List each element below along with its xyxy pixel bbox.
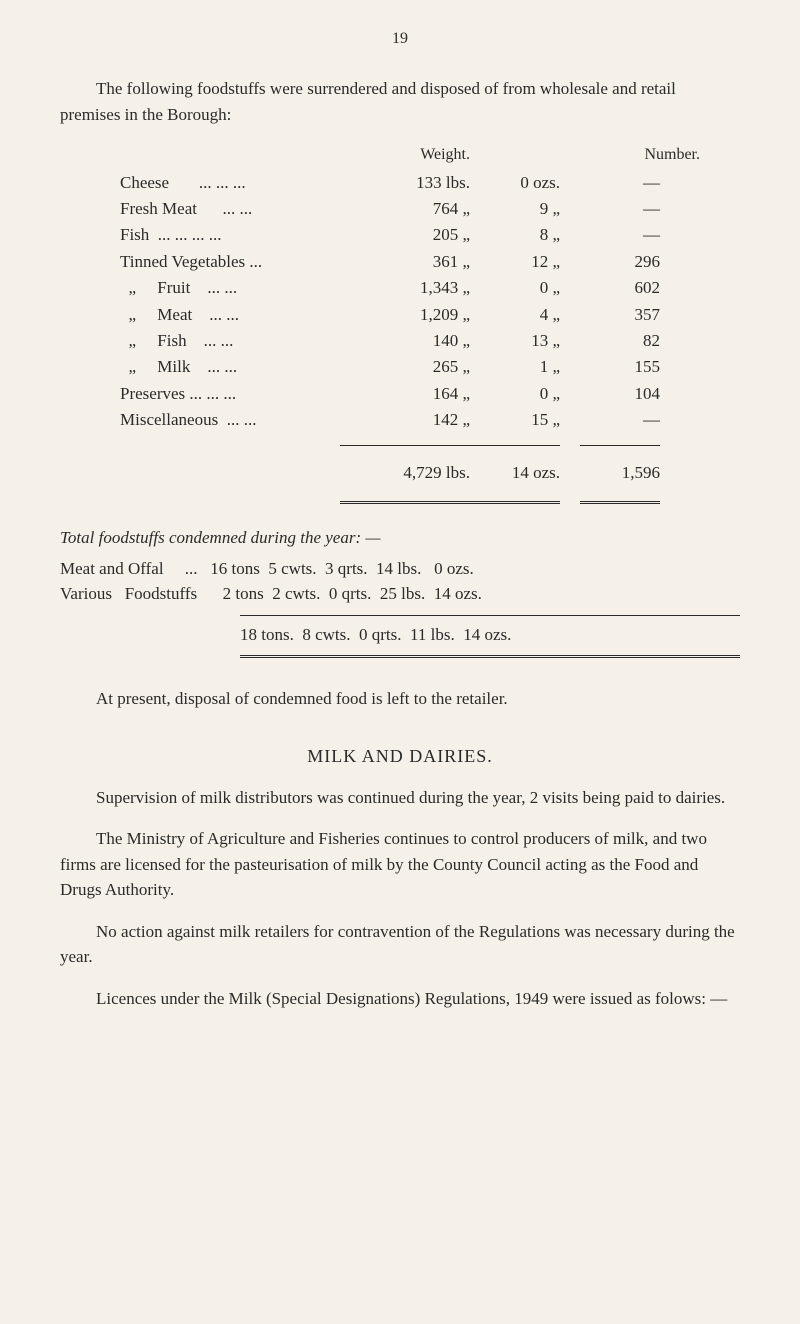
milk-para: The Ministry of Agriculture and Fisherie… [60, 826, 740, 903]
row-ozs: 9 „ [470, 196, 560, 222]
row-number: — [560, 407, 660, 433]
condemned-row: Meat and Offal ... 16 tons 5 cwts. 3 qrt… [60, 556, 740, 582]
row-ozs: 15 „ [470, 407, 560, 433]
row-number: — [560, 170, 660, 196]
row-number: 155 [560, 354, 660, 380]
milk-para: No action against milk retailers for con… [60, 919, 740, 970]
row-number: 104 [560, 381, 660, 407]
total-ozs: 14 ozs. [470, 460, 560, 486]
row-lbs: 133 lbs. [340, 170, 470, 196]
milk-heading: MILK AND DAIRIES. [60, 746, 740, 767]
table-header-row: Weight. Number. [120, 143, 720, 168]
row-label: Miscellaneous ... ... [120, 407, 340, 433]
table-row: „ Milk ... ... 265 „ 1 „ 155 [120, 354, 720, 380]
row-label: Cheese ... ... ... [120, 170, 340, 196]
table-row: Tinned Vegetables ... 361 „ 12 „ 296 [120, 249, 720, 275]
row-label: Fish ... ... ... ... [120, 222, 340, 248]
table-row: Cheese ... ... ... 133 lbs. 0 ozs. — [120, 170, 720, 196]
table-row: Fish ... ... ... ... 205 „ 8 „ — [120, 222, 720, 248]
condemned-total: 18 tons. 8 cwts. 0 qrts. 11 lbs. 14 ozs. [60, 622, 740, 648]
total-number: 1,596 [560, 460, 660, 486]
row-lbs: 205 „ [340, 222, 470, 248]
row-lbs: 140 „ [340, 328, 470, 354]
table-row: „ Meat ... ... 1,209 „ 4 „ 357 [120, 302, 720, 328]
table-row: „ Fruit ... ... 1,343 „ 0 „ 602 [120, 275, 720, 301]
table-row: Fresh Meat ... ... 764 „ 9 „ — [120, 196, 720, 222]
row-ozs: 0 „ [470, 275, 560, 301]
row-lbs: 265 „ [340, 354, 470, 380]
row-ozs: 1 „ [470, 354, 560, 380]
row-number: 602 [560, 275, 660, 301]
row-number: — [560, 222, 660, 248]
row-number: 357 [560, 302, 660, 328]
foodstuffs-table: Weight. Number. Cheese ... ... ... 133 l… [120, 143, 720, 504]
condemned-row: Various Foodstuffs 2 tons 2 cwts. 0 qrts… [60, 581, 740, 607]
row-number: — [560, 196, 660, 222]
row-label: „ Milk ... ... [120, 354, 340, 380]
header-weight: Weight. [120, 143, 510, 168]
page-number: 19 [60, 30, 740, 48]
condemned-heading: Total foodstuffs condemned during the ye… [60, 528, 740, 548]
row-ozs: 12 „ [470, 249, 560, 275]
table-row: Miscellaneous ... ... 142 „ 15 „ — [120, 407, 720, 433]
disposal-paragraph: At present, disposal of condemned food i… [60, 686, 740, 712]
row-number: 296 [560, 249, 660, 275]
milk-para: Supervision of milk distributors was con… [60, 785, 740, 811]
row-label: „ Fruit ... ... [120, 275, 340, 301]
header-number: Number. [510, 143, 720, 168]
row-label: Tinned Vegetables ... [120, 249, 340, 275]
totals-row: 4,729 lbs. 14 ozs. 1,596 [120, 460, 720, 486]
row-lbs: 1,343 „ [340, 275, 470, 301]
intro-paragraph: The following foodstuffs were surrendere… [60, 76, 740, 127]
row-number: 82 [560, 328, 660, 354]
row-ozs: 4 „ [470, 302, 560, 328]
milk-para: Licences under the Milk (Special Designa… [60, 986, 740, 1012]
row-lbs: 142 „ [340, 407, 470, 433]
row-ozs: 8 „ [470, 222, 560, 248]
sum-double-rule [240, 655, 740, 658]
row-ozs: 0 ozs. [470, 170, 560, 196]
row-label: „ Fish ... ... [120, 328, 340, 354]
sum-divider [240, 615, 740, 616]
row-lbs: 164 „ [340, 381, 470, 407]
row-label: Preserves ... ... ... [120, 381, 340, 407]
total-lbs: 4,729 lbs. [340, 460, 470, 486]
row-label: „ Meat ... ... [120, 302, 340, 328]
document-page: 19 The following foodstuffs were surrend… [0, 0, 800, 1324]
row-lbs: 764 „ [340, 196, 470, 222]
table-row: Preserves ... ... ... 164 „ 0 „ 104 [120, 381, 720, 407]
table-row: „ Fish ... ... 140 „ 13 „ 82 [120, 328, 720, 354]
row-ozs: 0 „ [470, 381, 560, 407]
row-ozs: 13 „ [470, 328, 560, 354]
row-lbs: 1,209 „ [340, 302, 470, 328]
row-lbs: 361 „ [340, 249, 470, 275]
row-label: Fresh Meat ... ... [120, 196, 340, 222]
